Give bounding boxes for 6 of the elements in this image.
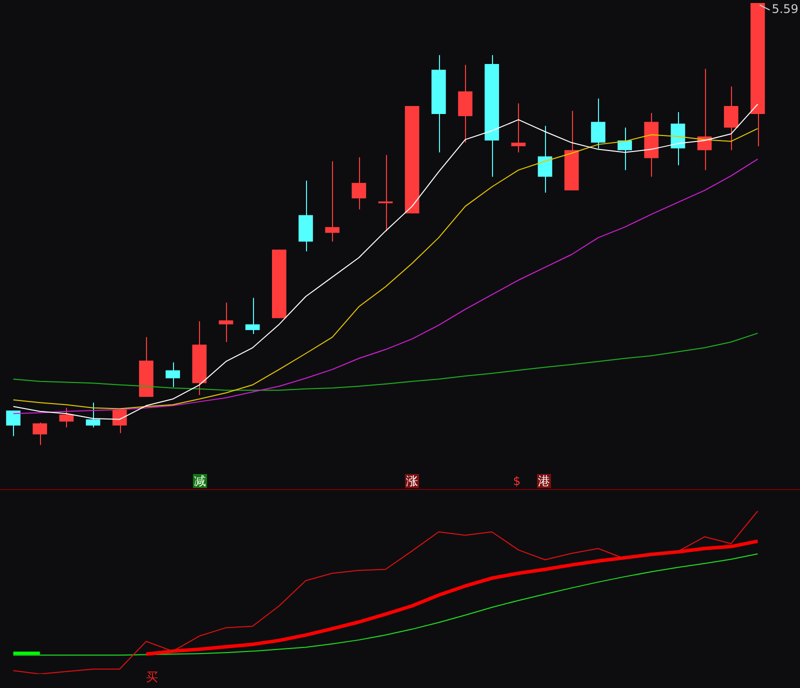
text: $ <box>512 474 522 488</box>
annotation: 买 <box>145 670 159 684</box>
text: 5.59 <box>772 2 798 16</box>
text: 减 <box>193 474 207 488</box>
text: 涨 <box>405 474 419 488</box>
text: 港 <box>537 474 551 488</box>
